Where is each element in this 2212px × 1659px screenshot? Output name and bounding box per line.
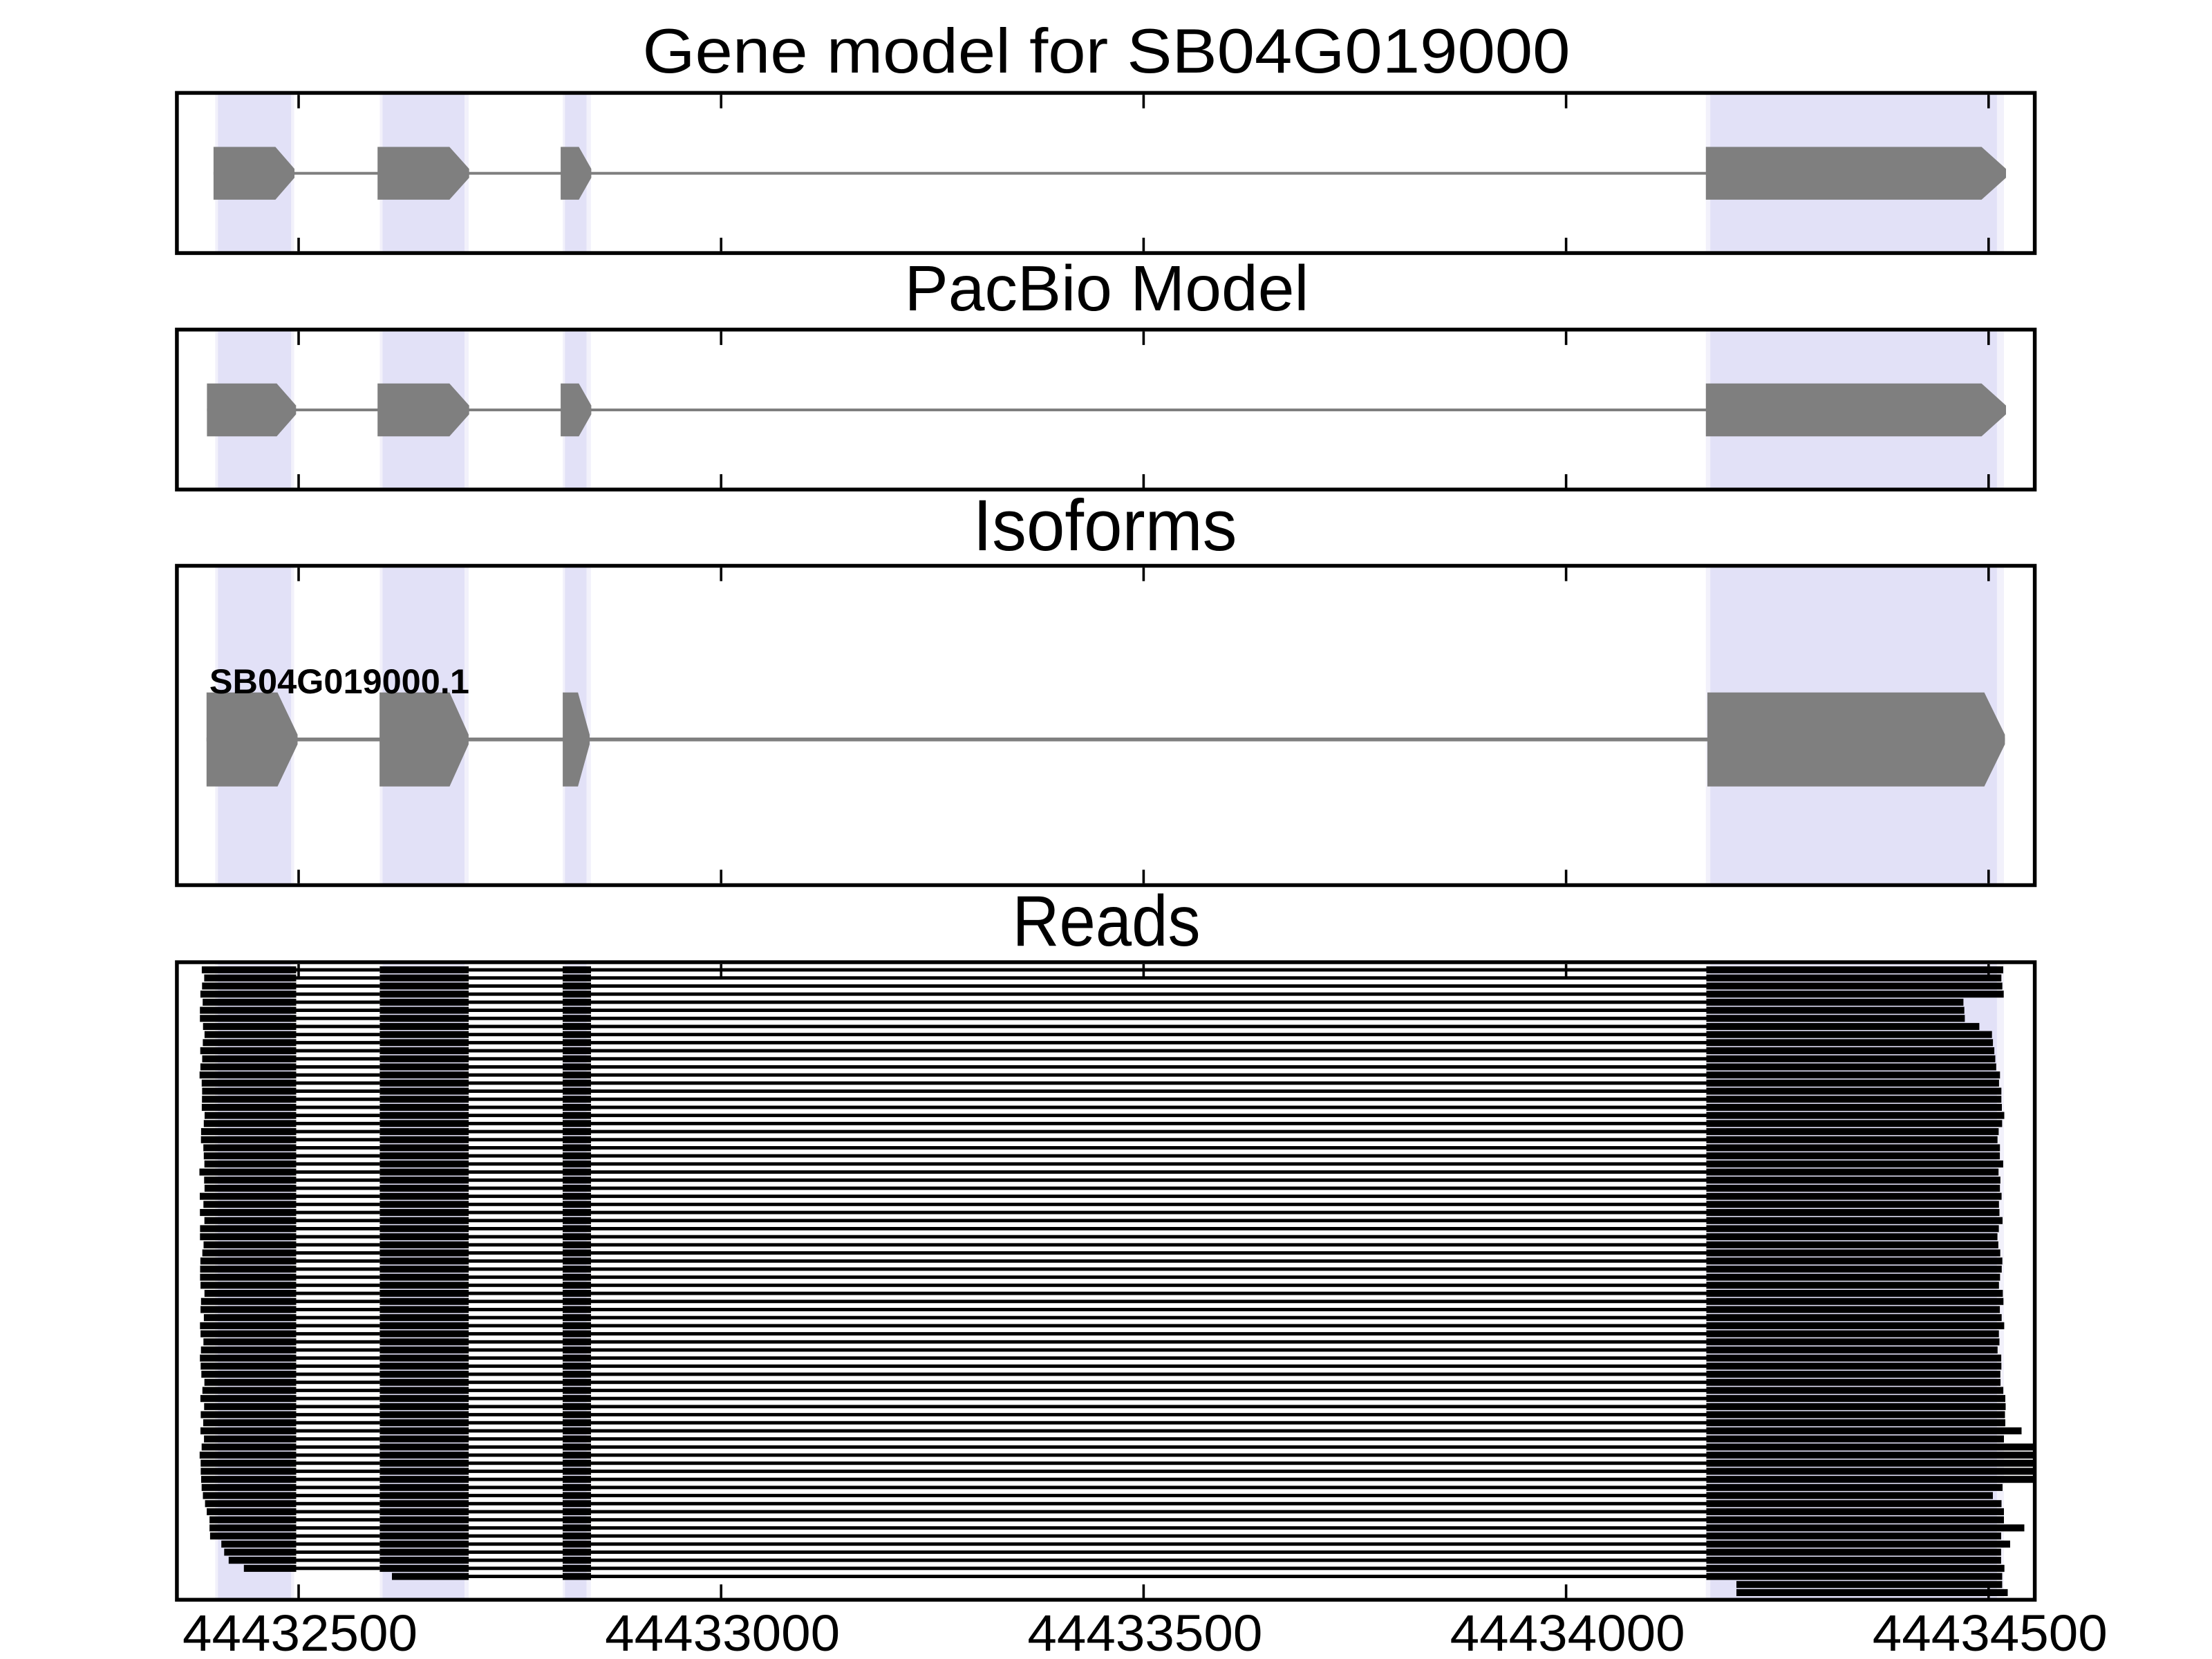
svg-text:Gene model for SB04G019000: Gene model for SB04G019000 <box>643 17 1571 86</box>
svg-text:SB04G019000.1: SB04G019000.1 <box>209 662 469 701</box>
svg-text:44432500: 44432500 <box>182 1604 418 1659</box>
svg-text:Reads: Reads <box>1013 881 1201 962</box>
svg-text:44433500: 44433500 <box>1027 1604 1262 1659</box>
svg-text:44434000: 44434000 <box>1450 1604 1685 1659</box>
svg-text:Isoforms: Isoforms <box>973 485 1237 566</box>
svg-text:44433000: 44433000 <box>605 1604 840 1659</box>
svg-text:44434500: 44434500 <box>1873 1604 2108 1659</box>
svg-text:PacBio Model: PacBio Model <box>905 252 1309 324</box>
